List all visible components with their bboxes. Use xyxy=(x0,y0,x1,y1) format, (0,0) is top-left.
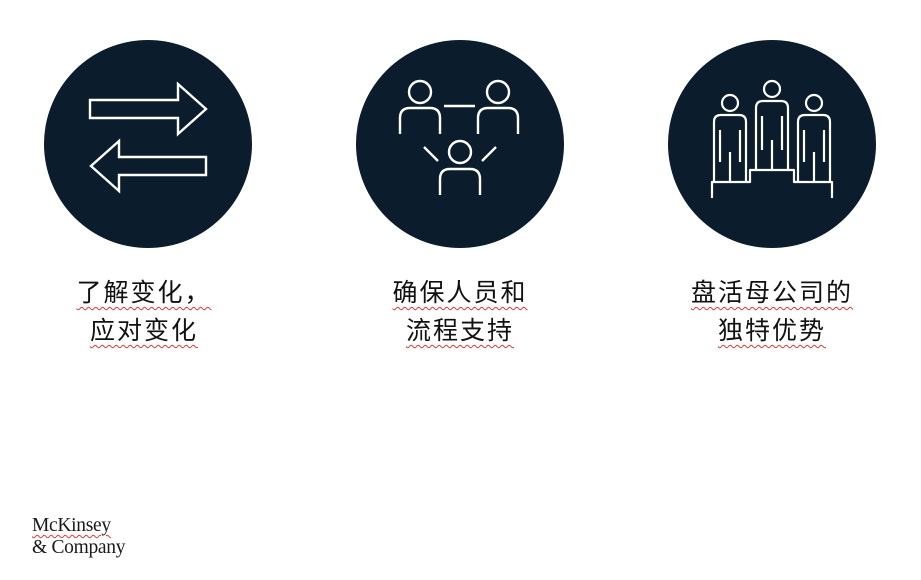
caption-ensure-support: 确保人员和 流程支持 xyxy=(340,274,580,350)
logo-line-2: & Company xyxy=(32,537,126,558)
caption-line-2: 独特优势 xyxy=(717,316,826,345)
circle-people xyxy=(356,40,564,248)
caption-line-2: 流程支持 xyxy=(405,316,514,345)
caption-line-1: 了解变化， xyxy=(76,278,212,307)
mckinsey-logo: McKinsey & Company xyxy=(32,515,125,559)
circle-exchange xyxy=(44,40,252,248)
caption-line-2: 应对变化 xyxy=(89,316,198,345)
caption-understand-change: 了解变化， 应对变化 xyxy=(24,274,264,350)
caption-line-1: 盘活母公司的 xyxy=(690,278,853,307)
caption-parent-advantage: 盘活母公司的 独特优势 xyxy=(652,274,892,350)
logo-line-1: McKinsey xyxy=(32,515,111,536)
exchange-arrows-icon xyxy=(88,81,208,194)
circle-podium xyxy=(668,40,876,248)
podium-people-icon xyxy=(710,79,834,198)
caption-line-1: 确保人员和 xyxy=(392,278,528,307)
people-network-icon xyxy=(398,79,520,195)
